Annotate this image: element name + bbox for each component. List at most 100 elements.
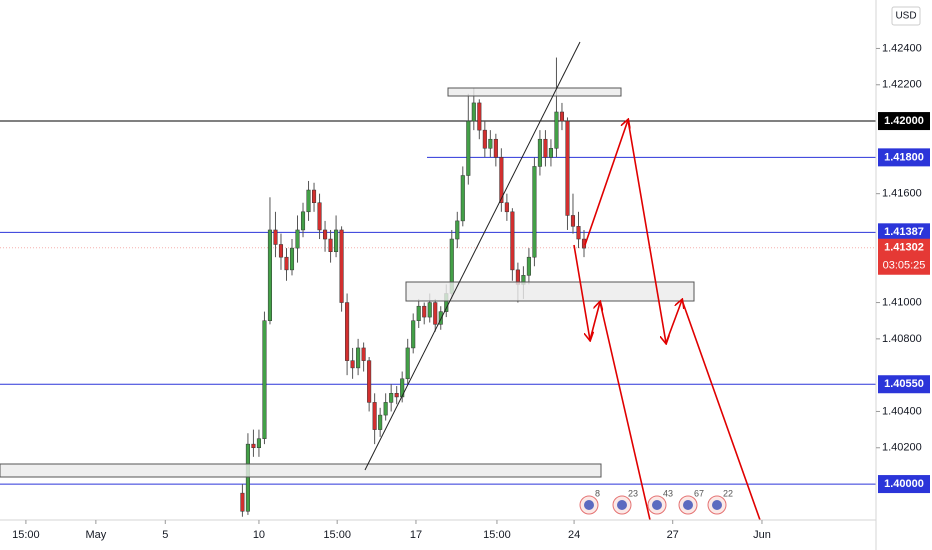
candle-body <box>339 229 344 303</box>
price-axis <box>876 0 932 550</box>
level-badge <box>878 475 930 494</box>
candle-body <box>416 305 421 321</box>
event-icon-inner <box>652 500 662 510</box>
candle-body <box>394 393 399 398</box>
x-tick-label: May <box>85 529 106 541</box>
candle-body <box>471 102 476 122</box>
candle-body <box>262 320 267 439</box>
candle-body <box>306 189 311 213</box>
candle-body <box>284 256 289 271</box>
candle-body <box>455 220 460 240</box>
x-tick-label: 17 <box>410 529 422 541</box>
arrow <box>584 120 628 246</box>
candle-body <box>559 111 565 122</box>
candle-body <box>466 120 471 176</box>
x-tick-label: Jun <box>753 529 771 541</box>
arrow <box>599 301 651 521</box>
candle-body <box>245 443 250 512</box>
x-tick-label: 27 <box>667 529 679 541</box>
level-label: 1.40000 <box>884 478 924 490</box>
y-tick-label: 1.42400 <box>882 42 922 54</box>
candle-body <box>323 229 328 240</box>
currency: USD <box>895 11 916 22</box>
candle-body <box>477 102 482 131</box>
countdown: 03:05:25 <box>883 260 926 272</box>
candles <box>240 57 587 517</box>
candle-body <box>438 311 443 325</box>
candle-body <box>570 215 576 227</box>
candle-body <box>350 360 355 369</box>
candle-body <box>427 302 432 318</box>
time-axis <box>0 520 876 550</box>
y-tick-label: 1.41600 <box>882 188 922 200</box>
x-tick-label: 10 <box>253 529 265 541</box>
candle-body <box>361 347 366 361</box>
candle-body <box>576 226 581 240</box>
y-tick-label: 1.40400 <box>882 405 922 417</box>
candle-body <box>565 120 570 216</box>
events: 8 23 43 67 22 <box>579 488 733 515</box>
event-icon-inner <box>683 500 693 510</box>
candle-body <box>482 129 487 149</box>
candle-body <box>334 229 339 252</box>
candle-body <box>256 438 261 449</box>
y-tick-label: 1.40800 <box>882 333 922 345</box>
candle-body <box>543 138 548 158</box>
arrow <box>627 119 666 343</box>
axes: 1.42400 1.42200 1.41600 1.41000 1.40800 1.404… <box>12 42 930 541</box>
candle-body <box>240 492 245 512</box>
arrow <box>665 300 682 344</box>
candle-body <box>273 229 278 245</box>
candle-body <box>295 229 300 249</box>
y-tick-label: 1.40200 <box>882 442 922 454</box>
candle-body <box>311 189 317 203</box>
candle-body <box>317 202 322 231</box>
candle-body <box>372 402 377 430</box>
level-badge <box>878 375 930 394</box>
candle-body <box>383 402 388 416</box>
candle-body <box>548 148 553 158</box>
zone-box <box>0 463 602 478</box>
candle-body <box>251 443 256 449</box>
candle-body <box>504 202 509 213</box>
event-count: 22 <box>723 488 733 498</box>
event-count: 8 <box>595 488 600 498</box>
event-count: 67 <box>694 488 704 498</box>
candle-body <box>278 244 284 258</box>
candle-body <box>537 138 542 167</box>
level-badge <box>878 148 930 167</box>
trend-line <box>364 41 581 471</box>
candle-body <box>405 347 410 380</box>
level-label: 1.41800 <box>884 151 924 163</box>
candle-body <box>389 393 394 403</box>
level-badge <box>878 112 930 131</box>
currency-badge <box>891 6 921 26</box>
level-label: 1.41387 <box>884 226 924 238</box>
x-tick-label: 24 <box>568 529 580 541</box>
candle-body <box>510 211 515 271</box>
arrow <box>573 244 590 340</box>
level-label: 1.40550 <box>884 378 924 390</box>
candle-body <box>532 166 537 258</box>
candle-body <box>300 211 306 231</box>
event-icon-inner <box>712 500 722 510</box>
candle-body <box>411 320 416 349</box>
candle-body <box>493 138 498 158</box>
x-tick-label: 5 <box>162 529 168 541</box>
candle-body <box>460 175 465 222</box>
candle-body <box>367 360 372 403</box>
candle-body <box>526 256 531 276</box>
candle-body <box>378 414 383 430</box>
candle-body <box>289 247 295 271</box>
y-tick-label: 1.41000 <box>882 296 922 308</box>
candle-body <box>554 111 559 149</box>
arrow <box>681 299 761 521</box>
arrow <box>589 302 600 341</box>
y-tick-label: 1.42200 <box>882 79 922 91</box>
x-tick-label: 15:00 <box>483 529 511 541</box>
candle-body <box>328 238 333 252</box>
candle-body <box>499 157 504 203</box>
candle-body <box>433 302 438 325</box>
x-tick-label: 15:00 <box>323 529 351 541</box>
